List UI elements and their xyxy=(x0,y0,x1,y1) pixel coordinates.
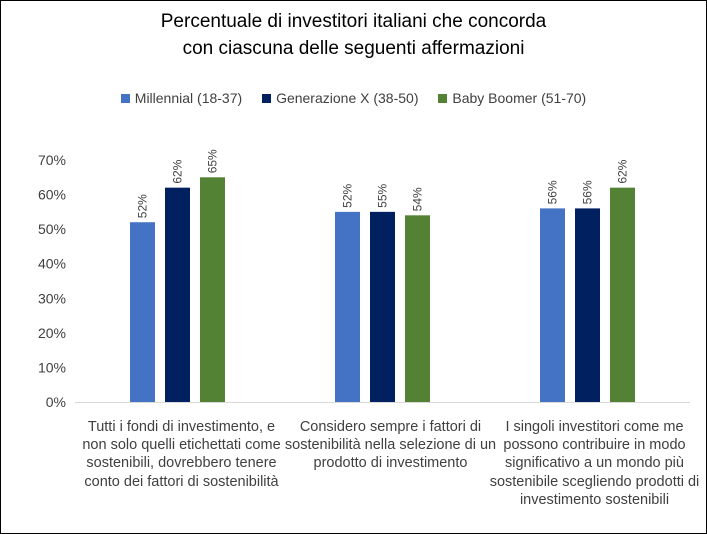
y-tick-label: 0% xyxy=(46,394,66,410)
data-label: 56% xyxy=(546,180,560,204)
y-tick-label: 30% xyxy=(38,290,66,306)
y-tick-label: 50% xyxy=(38,221,66,237)
bar xyxy=(575,208,600,402)
legend-swatch-generazione-x xyxy=(262,94,272,103)
legend: Millennial (18-37) Generazione X (38-50)… xyxy=(0,90,707,106)
data-label: 52% xyxy=(136,194,150,218)
legend-item-baby-boomer: Baby Boomer (51-70) xyxy=(438,90,586,106)
y-tick-label: 70% xyxy=(38,152,66,168)
data-label: 52% xyxy=(341,184,355,208)
category-label-3: I singoli investitori come me possono co… xyxy=(489,419,700,508)
data-label: 56% xyxy=(581,180,595,204)
bar xyxy=(200,177,225,402)
bar xyxy=(165,187,190,402)
legend-label-generazione-x: Generazione X (38-50) xyxy=(276,90,419,106)
category-label-1: Tutti i fondi di investimento, e non sol… xyxy=(82,419,281,490)
bar xyxy=(335,211,360,402)
data-label: 55% xyxy=(376,184,390,208)
data-label: 62% xyxy=(616,159,630,183)
chart-title-line-2: con ciascuna delle seguenti affermazioni xyxy=(182,38,525,59)
y-tick-label: 40% xyxy=(38,256,66,272)
category-label-2: Considero sempre i fattori di sostenibil… xyxy=(284,419,497,472)
chart-title: Percentuale di investitori italiani che … xyxy=(0,8,707,62)
y-tick-label: 20% xyxy=(38,325,66,341)
legend-item-millennial: Millennial (18-37) xyxy=(120,90,243,106)
bar xyxy=(540,208,565,402)
legend-label-baby-boomer: Baby Boomer (51-70) xyxy=(452,90,587,106)
data-label: 54% xyxy=(411,187,425,211)
y-tick-label: 10% xyxy=(38,359,66,375)
bar xyxy=(405,215,430,402)
bar xyxy=(610,187,635,402)
legend-swatch-millennial xyxy=(120,94,130,103)
legend-item-generazione-x: Generazione X (38-50) xyxy=(262,90,418,106)
legend-swatch-baby-boomer xyxy=(438,94,448,103)
bar xyxy=(130,222,155,402)
chart-title-line-1: Percentuale di investitori italiani che … xyxy=(160,11,547,32)
data-label: 62% xyxy=(171,159,185,183)
legend-label-millennial: Millennial (18-37) xyxy=(134,90,243,106)
bar xyxy=(370,211,395,402)
y-tick-label: 60% xyxy=(38,187,66,203)
data-label: 65% xyxy=(206,149,220,173)
